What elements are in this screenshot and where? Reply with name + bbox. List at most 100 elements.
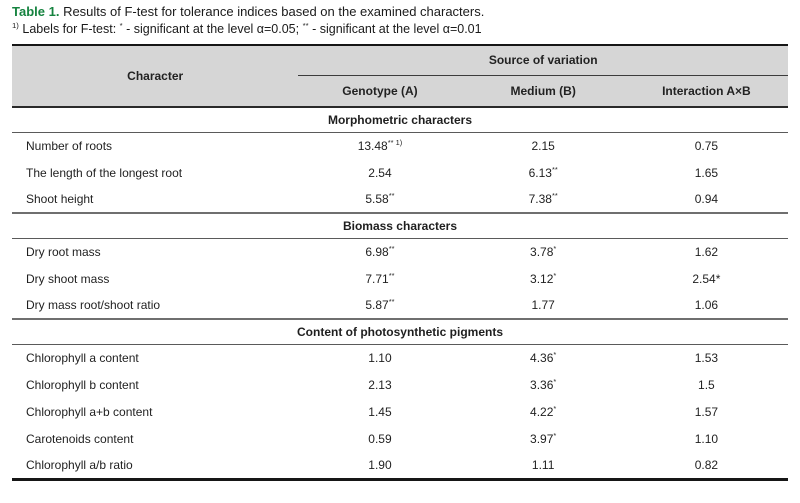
- value-number: 1.06: [694, 298, 719, 312]
- footnote-text: - significant at the level α=0.01: [308, 22, 482, 36]
- header-row-1: Character Source of variation: [12, 45, 788, 108]
- table-body: Morphometric characters Number of roots 13…: [12, 107, 788, 479]
- value-number: 1.77: [531, 298, 555, 312]
- value-number: 2.13: [368, 377, 392, 392]
- character-cell: Chlorophyll a content: [12, 344, 299, 371]
- character-cell: Shoot height: [12, 186, 299, 213]
- footnote-superscript: *: [119, 20, 123, 30]
- significance-superscript: *: [553, 243, 557, 253]
- value-cell: 2.54: [298, 159, 462, 186]
- value-number: 2.54: [368, 165, 392, 180]
- value-number: 7.38: [528, 192, 552, 206]
- value-cell: 1.77: [461, 292, 625, 319]
- section-title: Content of photosynthetic pigments: [12, 318, 788, 345]
- value-number: 2.54*: [692, 271, 721, 286]
- value-cell: 3.78*: [461, 238, 625, 265]
- value-cell: 3.97*: [461, 425, 625, 452]
- table-row: The length of the longest root 2.54 6.13**…: [12, 159, 788, 186]
- footnote-text: Labels for F-test:: [18, 22, 120, 36]
- character-cell: Dry shoot mass: [12, 265, 299, 292]
- table-row: Shoot height 5.58** 7.38** 0.94: [12, 186, 788, 213]
- table-row: Chlorophyll a/b ratio 1.90 1.11 0.82: [12, 452, 788, 479]
- value-number: 1.11: [531, 457, 555, 472]
- value-number: 4.36: [530, 350, 554, 365]
- significance-superscript: *: [553, 270, 557, 280]
- significance-superscript: **: [388, 191, 395, 200]
- character-cell: Chlorophyll b content: [12, 371, 299, 398]
- significance-superscript: *: [553, 403, 557, 413]
- value-cell: 6.98**: [298, 238, 462, 265]
- value-cell: 0.59: [298, 425, 462, 452]
- value-cell: 4.36*: [461, 344, 625, 371]
- value-number: 1.90: [368, 457, 392, 472]
- value-number: 5.58: [365, 192, 389, 206]
- significance-superscript: **: [551, 164, 558, 174]
- character-cell: Dry mass root/shoot ratio: [12, 292, 299, 319]
- value-cell: 13.48** 1): [298, 132, 462, 159]
- table-row: Carotenoids content 0.59 3.97* 1.10: [12, 425, 788, 452]
- value-number: 1.53: [694, 350, 719, 365]
- value-number: 3.78: [530, 244, 554, 259]
- column-header-medium-b: Medium (B): [461, 75, 625, 108]
- value-number: 6.13: [528, 165, 552, 180]
- table-row: Chlorophyll a+b content 1.45 4.22* 1.57: [12, 398, 788, 425]
- value-cell: 7.38**: [461, 186, 625, 213]
- value-number: 0.75: [694, 138, 719, 153]
- footnote-superscript: **: [302, 20, 309, 30]
- section-title: Morphometric characters: [12, 107, 788, 133]
- value-cell: 0.82: [624, 452, 788, 479]
- value-number: 0.94: [694, 192, 719, 206]
- value-cell: 1.90: [298, 452, 462, 479]
- value-cell: 1.10: [298, 344, 462, 371]
- value-cell: 4.22*: [461, 398, 625, 425]
- character-cell: Dry root mass: [12, 238, 299, 265]
- table-row: Chlorophyll b content 2.13 3.36* 1.5: [12, 371, 788, 398]
- table-head: Character Source of variation Genotype (…: [12, 45, 788, 108]
- section-title: Biomass characters: [12, 212, 788, 239]
- significance-superscript: ** 1): [387, 137, 403, 147]
- value-cell: 2.54*: [624, 265, 788, 292]
- value-number: 1.45: [368, 404, 392, 419]
- significance-superscript: *: [553, 349, 557, 359]
- table-caption-text: Results of F-test for tolerance indices …: [59, 4, 485, 19]
- value-cell: 1.57: [624, 398, 788, 425]
- value-number: 3.36: [530, 377, 554, 392]
- value-number: 5.87: [365, 298, 389, 312]
- table-row: Dry mass root/shoot ratio 5.87** 1.77 1.06: [12, 292, 788, 319]
- value-number: 7.71: [365, 271, 389, 286]
- value-cell: 3.12*: [461, 265, 625, 292]
- value-cell: 1.53: [624, 344, 788, 371]
- significance-superscript: **: [388, 297, 395, 306]
- value-number: 3.97: [530, 431, 554, 446]
- header-row-2: Genotype (A) Medium (B) Interaction A×B: [12, 75, 788, 108]
- value-number: 0.59: [368, 431, 392, 446]
- column-header-source-of-variation: Source of variation: [298, 45, 788, 76]
- character-cell: Carotenoids content: [12, 425, 299, 452]
- value-number: 0.82: [694, 457, 719, 472]
- section-header-row: Content of photosynthetic pigments: [12, 318, 788, 345]
- results-table-wrap: Character Source of variation Genotype (…: [12, 44, 788, 481]
- value-number: 1.65: [694, 165, 719, 180]
- value-number: 1.62: [694, 244, 719, 259]
- value-number: 1.57: [694, 404, 719, 419]
- table-row: Dry shoot mass 7.71** 3.12* 2.54*: [12, 265, 788, 292]
- value-number: 6.98: [365, 244, 389, 259]
- character-cell: Number of roots: [12, 132, 299, 159]
- footnote-text: - significant at the level α=0.05;: [122, 22, 303, 36]
- character-cell: Chlorophyll a+b content: [12, 398, 299, 425]
- character-cell: The length of the longest root: [12, 159, 299, 186]
- column-header-genotype-a: Genotype (A): [298, 75, 462, 108]
- value-number: 1.10: [368, 350, 392, 365]
- value-number: 1.5: [698, 377, 715, 392]
- section-header-row: Morphometric characters: [12, 107, 788, 133]
- value-cell: 1.45: [298, 398, 462, 425]
- significance-superscript: *: [553, 430, 557, 440]
- value-number: 13.48: [357, 138, 388, 153]
- value-cell: 0.75: [624, 132, 788, 159]
- results-table: Character Source of variation Genotype (…: [12, 44, 788, 481]
- value-cell: 0.94: [624, 186, 788, 213]
- value-cell: 5.87**: [298, 292, 462, 319]
- significance-superscript: *: [553, 376, 557, 386]
- column-header-interaction-axb: Interaction A×B: [624, 75, 788, 108]
